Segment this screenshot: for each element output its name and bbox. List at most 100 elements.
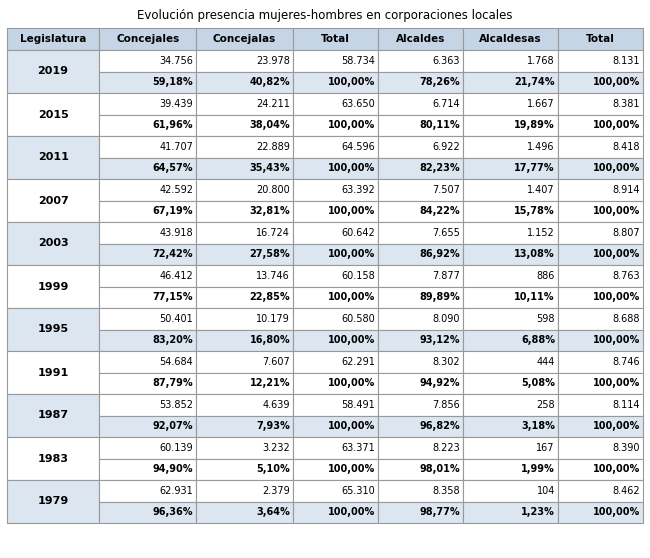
Text: 100,00%: 100,00% [593, 163, 640, 173]
Text: 2015: 2015 [38, 109, 68, 119]
Bar [196, 286, 293, 308]
Text: 100,00%: 100,00% [593, 121, 640, 130]
Bar [293, 222, 378, 243]
Bar [7, 222, 99, 265]
Text: 100,00%: 100,00% [593, 378, 640, 388]
Text: 8.807: 8.807 [612, 228, 640, 238]
Text: 98,01%: 98,01% [420, 464, 460, 474]
Text: 34.756: 34.756 [159, 56, 193, 66]
Text: 100,00%: 100,00% [593, 249, 640, 259]
Text: 100,00%: 100,00% [593, 77, 640, 87]
Text: 63.371: 63.371 [341, 442, 375, 453]
Bar [99, 93, 196, 114]
Text: 64,57%: 64,57% [153, 163, 193, 173]
Bar [463, 373, 558, 394]
Text: 7.856: 7.856 [432, 400, 460, 410]
Bar [558, 114, 643, 136]
Bar [196, 416, 293, 437]
Bar [196, 394, 293, 416]
Bar [293, 459, 378, 480]
Text: 86,92%: 86,92% [420, 249, 460, 259]
Text: 6,88%: 6,88% [521, 335, 555, 345]
Text: 41.707: 41.707 [159, 142, 193, 152]
Text: 100,00%: 100,00% [593, 464, 640, 474]
Text: 1.152: 1.152 [527, 228, 555, 238]
Text: 104: 104 [536, 486, 555, 496]
Text: 1,23%: 1,23% [521, 507, 555, 517]
Bar [558, 416, 643, 437]
Text: 16,80%: 16,80% [250, 335, 290, 345]
Bar [196, 330, 293, 351]
Text: 1979: 1979 [38, 497, 69, 507]
Text: 46.412: 46.412 [159, 271, 193, 281]
Bar [378, 502, 463, 523]
Text: 2.379: 2.379 [263, 486, 290, 496]
Text: 2019: 2019 [38, 66, 69, 76]
Text: 23.978: 23.978 [256, 56, 290, 66]
Bar [378, 480, 463, 502]
Bar [293, 200, 378, 222]
Text: 10.179: 10.179 [256, 314, 290, 324]
Bar [558, 373, 643, 394]
Bar [463, 416, 558, 437]
Bar [463, 222, 558, 243]
Text: 100,00%: 100,00% [593, 335, 640, 345]
Bar [558, 179, 643, 200]
Text: 89,89%: 89,89% [419, 292, 460, 302]
Bar [463, 308, 558, 330]
Text: 100,00%: 100,00% [328, 507, 375, 517]
Text: 60.158: 60.158 [341, 271, 375, 281]
Text: 27,58%: 27,58% [250, 249, 290, 259]
Bar [99, 351, 196, 373]
Bar [378, 243, 463, 265]
Bar [196, 114, 293, 136]
Text: 84,22%: 84,22% [420, 206, 460, 217]
Bar [558, 351, 643, 373]
Text: 35,43%: 35,43% [250, 163, 290, 173]
Text: 19,89%: 19,89% [514, 121, 555, 130]
Bar [293, 157, 378, 179]
Text: 1.667: 1.667 [527, 99, 555, 109]
Bar [463, 114, 558, 136]
Bar [463, 459, 558, 480]
Bar [378, 330, 463, 351]
Text: 96,82%: 96,82% [420, 421, 460, 431]
Bar [378, 265, 463, 286]
Bar [378, 179, 463, 200]
Text: 100,00%: 100,00% [328, 335, 375, 345]
Bar [7, 50, 99, 93]
Bar [99, 502, 196, 523]
Text: 444: 444 [536, 357, 555, 367]
Text: 167: 167 [536, 442, 555, 453]
Text: 60.580: 60.580 [341, 314, 375, 324]
Text: 78,26%: 78,26% [420, 77, 460, 87]
Text: 43.918: 43.918 [159, 228, 193, 238]
Bar [463, 330, 558, 351]
Bar [293, 480, 378, 502]
Text: 64.596: 64.596 [341, 142, 375, 152]
Text: Concejalas: Concejalas [213, 34, 276, 44]
Bar [378, 71, 463, 93]
Text: Alcaldes: Alcaldes [396, 34, 445, 44]
Bar [378, 437, 463, 459]
Text: 61,96%: 61,96% [153, 121, 193, 130]
Bar [378, 459, 463, 480]
Text: 3,18%: 3,18% [521, 421, 555, 431]
Bar [196, 265, 293, 286]
Text: 5,10%: 5,10% [256, 464, 290, 474]
Text: 1999: 1999 [38, 281, 69, 291]
Text: 39.439: 39.439 [159, 99, 193, 109]
Text: Alcaldesas: Alcaldesas [479, 34, 542, 44]
Text: 2011: 2011 [38, 152, 68, 162]
Bar [378, 416, 463, 437]
Text: 1.496: 1.496 [527, 142, 555, 152]
Bar [196, 222, 293, 243]
Bar [463, 71, 558, 93]
Text: 1.407: 1.407 [527, 185, 555, 195]
Bar [558, 28, 643, 50]
Bar [293, 265, 378, 286]
Text: 100,00%: 100,00% [328, 121, 375, 130]
Bar [196, 459, 293, 480]
Text: 22.889: 22.889 [256, 142, 290, 152]
Bar [7, 93, 99, 136]
